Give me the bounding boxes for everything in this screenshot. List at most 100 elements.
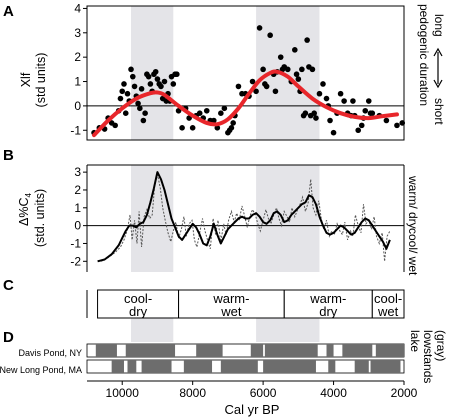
panel-a-point-84 xyxy=(302,110,309,116)
record-1-lowstand-4 xyxy=(220,360,258,373)
panel-a-point-112 xyxy=(383,117,390,124)
climate-label-1-line2: wet xyxy=(220,304,242,319)
panel-a-point-57 xyxy=(230,120,236,126)
panel-a-point-52 xyxy=(218,110,224,116)
panel-a-point-68 xyxy=(263,83,270,90)
panel-a-point-93 xyxy=(323,95,330,102)
panel-a-ytick-label-4: 4 xyxy=(74,1,81,15)
climate-label-3-line2: wet xyxy=(377,304,399,319)
panel-a-point-9 xyxy=(121,81,127,87)
panel-a-point-5 xyxy=(112,122,118,129)
panel-a-point-66 xyxy=(260,66,266,73)
record-0-lowstand-7 xyxy=(375,344,404,357)
panel-letter-a: A xyxy=(3,3,14,20)
panel-a-point-50 xyxy=(211,117,217,124)
shade-c-0 xyxy=(131,318,174,342)
panel-b-ylabel: Δ%C4 (std. units) xyxy=(17,189,47,247)
record-0-lowstand-0 xyxy=(95,344,117,357)
record-0-lowstand-3 xyxy=(250,344,264,357)
panel-a-point-110 xyxy=(369,110,376,116)
panel-a-point-44 xyxy=(189,125,196,131)
x-tick-label-10000: 10000 xyxy=(106,386,140,400)
record-1-lowstand-3 xyxy=(183,360,213,373)
panel-a-point-13 xyxy=(128,66,134,73)
climate-interval-2 xyxy=(283,289,373,319)
climate-label-2-line1: warm- xyxy=(309,291,346,306)
panel-b-dotted-series xyxy=(100,173,391,262)
panel-a-point-51 xyxy=(214,125,221,131)
panel-a-point-104 xyxy=(355,127,362,134)
climate-label-2-line2: dry xyxy=(319,304,338,319)
panel-a-smooth-curve xyxy=(92,69,399,138)
panel-a-point-41 xyxy=(179,125,185,131)
panel-a-point-17 xyxy=(135,100,141,107)
panel-a-point-105 xyxy=(358,122,365,129)
record-label-new-long-pond: New Long Pond, MA xyxy=(0,365,82,375)
panel-b-ylabel-sub: 4 xyxy=(24,193,33,198)
panel-a-point-76 xyxy=(284,66,291,73)
record-0-lowstand-4 xyxy=(264,344,318,357)
panel-a-point-78 xyxy=(292,47,298,53)
panel-a-frame xyxy=(86,5,405,141)
panel-a-ylabel-2: (std units) xyxy=(34,53,48,108)
panel-letter-c: C xyxy=(3,277,14,294)
panel-a-point-99 xyxy=(341,98,347,104)
panel-a-point-19 xyxy=(138,86,145,92)
climate-label-3-line1: cool- xyxy=(374,291,402,306)
panel-a-point-27 xyxy=(152,68,159,75)
panel-a-point-90 xyxy=(313,115,319,121)
panel-a-ytick-label-0: 0 xyxy=(74,99,81,113)
panel-a-point-92 xyxy=(320,81,326,87)
record-1-lowstand-7 xyxy=(354,360,369,373)
record-1-lowstand-2 xyxy=(141,360,172,373)
panel-a-point-10 xyxy=(122,110,129,116)
climate-interval-3 xyxy=(371,289,405,319)
record-0-lowstand-6 xyxy=(342,344,373,357)
panel-a-point-8 xyxy=(119,88,126,95)
panel-a-ytick-label-2: 2 xyxy=(74,50,81,64)
panel-a-point-20 xyxy=(140,117,147,124)
panel-b-ytick-label-3: 3 xyxy=(74,165,81,179)
panel-a-point-21 xyxy=(142,110,148,116)
panel-a-point-113 xyxy=(394,122,400,129)
climate-interval-1 xyxy=(178,289,285,319)
x-axis-label: Cal yr BP xyxy=(225,402,280,417)
panel-a-point-95 xyxy=(327,117,333,124)
panel-a-point-85 xyxy=(304,37,310,43)
panel-a-point-102 xyxy=(350,98,356,104)
panel-d-right-label-1: lake xyxy=(408,330,422,352)
shade-c-1 xyxy=(256,318,320,342)
panel-a-point-91 xyxy=(316,90,323,97)
panel-d-right-label-2: lowstands xyxy=(421,330,435,383)
panel-b-ytick-label--1: -1 xyxy=(70,236,81,250)
panel-a-point-56 xyxy=(228,125,235,131)
panel-a-point-15 xyxy=(131,83,138,90)
panel-a-point-37 xyxy=(170,81,177,87)
panel-a-point-98 xyxy=(337,90,344,97)
panel-a-point-24 xyxy=(147,81,154,87)
panel-a-point-11 xyxy=(124,90,131,97)
panel-a-point-63 xyxy=(249,78,256,85)
panel-a-point-32 xyxy=(161,78,168,85)
panel-a-point-80 xyxy=(295,76,302,82)
panel-a-ylabel-1: Xlf xyxy=(19,72,33,87)
panel-a-point-48 xyxy=(203,107,210,114)
panel-b-ylabel-units: (std. units) xyxy=(33,189,47,247)
panel-a-point-73 xyxy=(277,54,284,60)
x-tick-label-6000: 6000 xyxy=(250,386,277,400)
record-1-lowstand-6 xyxy=(328,360,336,373)
panel-a-right-top: long xyxy=(432,14,446,37)
panel-a-point-108 xyxy=(365,98,372,104)
panel-b-ylabel-main: Δ%C xyxy=(17,198,31,227)
record-0-lowstand-2 xyxy=(196,344,223,357)
panel-b-ytick-label-2: 2 xyxy=(74,183,81,197)
panel-a-point-28 xyxy=(154,76,161,82)
panel-a-point-65 xyxy=(256,25,263,31)
shade-b-0 xyxy=(131,165,174,272)
climate-label-0-line2: dry xyxy=(129,304,148,319)
panel-letter-d: D xyxy=(3,329,14,346)
panel-a-point-82 xyxy=(299,66,305,73)
record-0-lowstand-1 xyxy=(125,344,176,357)
panel-a-point-71 xyxy=(272,88,279,95)
climate-label-0-line1: cool- xyxy=(124,291,152,306)
